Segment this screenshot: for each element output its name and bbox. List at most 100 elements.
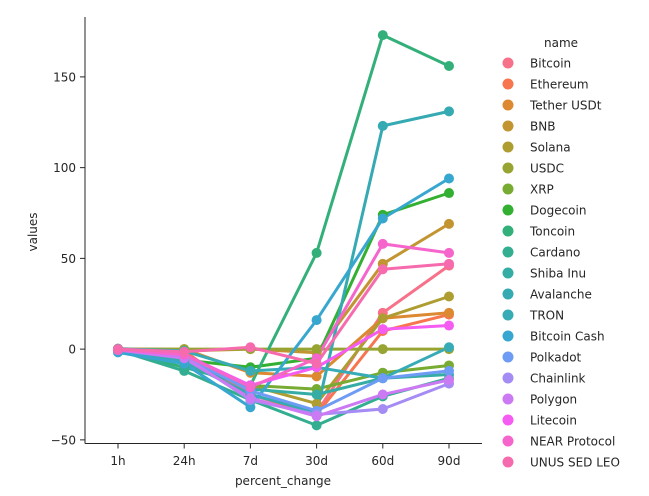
- legend-marker: [502, 372, 514, 384]
- legend-marker: [502, 288, 514, 300]
- data-point: [444, 258, 454, 269]
- x-tick-label: 7d: [243, 454, 258, 468]
- data-point: [377, 313, 388, 324]
- series-line: [116, 348, 451, 418]
- legend-marker: [502, 183, 514, 195]
- data-point: [245, 393, 256, 404]
- y-tick-label: −50: [51, 433, 76, 447]
- data-point: [113, 344, 123, 355]
- legend-marker: [502, 414, 514, 426]
- data-point: [444, 247, 454, 258]
- legend-entry: Bitcoin: [530, 57, 571, 71]
- legend-entry: Dogecoin: [530, 204, 586, 218]
- data-point: [444, 218, 454, 229]
- legend-marker: [502, 267, 514, 279]
- data-point: [311, 358, 322, 369]
- data-point: [377, 213, 388, 224]
- x-tick-label: 60d: [371, 454, 394, 468]
- y-tick-label: 100: [53, 161, 76, 175]
- legend-entry: Tether USDt: [529, 99, 602, 113]
- y-axis-label: values: [26, 212, 40, 251]
- data-point: [377, 30, 388, 41]
- legend-entry: UNUS SED LEO: [530, 456, 620, 470]
- legend-marker: [502, 435, 514, 447]
- legend-entry: Litecoin: [530, 414, 577, 428]
- data-point: [444, 188, 454, 199]
- y-tick-label: 150: [53, 70, 76, 84]
- data-point: [377, 373, 388, 384]
- legend-marker: [502, 162, 514, 174]
- data-point: [245, 365, 256, 376]
- data-point: [377, 324, 388, 335]
- y-tick-label: 0: [68, 343, 76, 357]
- legend-marker: [502, 309, 514, 321]
- legend-entry: TRON: [529, 309, 564, 323]
- legend-marker: [502, 225, 514, 237]
- data-point: [245, 402, 256, 413]
- series-line: [116, 177, 451, 409]
- data-point: [377, 344, 388, 355]
- legend-entry: Solana: [530, 141, 571, 155]
- legend-entry: Toncoin: [529, 225, 575, 239]
- series-points: [113, 30, 454, 431]
- legend-marker: [502, 141, 514, 153]
- legend-entry: Chainlink: [530, 372, 586, 386]
- data-point: [444, 106, 454, 117]
- x-axis-label: percent_change: [235, 474, 331, 488]
- legend-title: name: [544, 36, 578, 50]
- series-line: [116, 33, 451, 387]
- x-axis-ticks: 1h 24h 7d 30d 60d 90d: [110, 443, 461, 468]
- data-point: [444, 61, 454, 72]
- x-tick-label: 30d: [305, 454, 328, 468]
- data-point: [444, 342, 454, 353]
- legend-entry: Shiba Inu: [530, 267, 586, 281]
- data-point: [311, 371, 322, 382]
- legend-entry: Ethereum: [530, 78, 589, 92]
- series-line: [116, 262, 451, 366]
- data-point: [444, 320, 454, 331]
- series-line: [116, 191, 451, 369]
- y-tick-label: 50: [61, 252, 76, 266]
- data-point: [377, 264, 388, 275]
- data-point: [311, 398, 322, 409]
- x-tick-label: 24h: [173, 454, 196, 468]
- data-point: [377, 238, 388, 249]
- legend-entry: Polkadot: [530, 351, 582, 365]
- data-point: [444, 291, 454, 302]
- legend: name Bitcoin Ethereum Tether USDt BNB Solana…: [502, 36, 620, 470]
- series-line: [116, 109, 451, 415]
- legend-marker: [502, 351, 514, 363]
- data-point: [444, 365, 454, 376]
- x-tick-label: 90d: [438, 454, 461, 468]
- data-point: [444, 173, 454, 184]
- data-point: [311, 247, 322, 258]
- legend-entry: BNB: [530, 120, 555, 134]
- series-line: [116, 222, 451, 355]
- data-point: [311, 420, 322, 431]
- legend-marker: [502, 456, 514, 468]
- legend-entry: Avalanche: [530, 288, 592, 302]
- legend-entry: USDC: [530, 162, 564, 176]
- legend-entry: Polygon: [530, 393, 577, 407]
- series-line: [116, 242, 451, 389]
- legend-marker: [502, 78, 514, 90]
- data-point: [179, 365, 190, 376]
- data-point: [245, 342, 256, 353]
- data-point: [245, 382, 256, 393]
- data-point: [444, 307, 454, 318]
- data-point: [179, 346, 190, 357]
- legend-marker: [502, 204, 514, 216]
- legend-entry: XRP: [530, 183, 554, 197]
- legend-marker: [502, 57, 514, 69]
- legend-marker: [502, 330, 514, 342]
- data-point: [377, 120, 388, 131]
- data-point: [377, 404, 388, 415]
- data-point: [377, 389, 388, 400]
- legend-marker: [502, 99, 514, 111]
- legend-marker: [502, 246, 514, 258]
- data-point: [311, 411, 322, 422]
- series-lines: [116, 33, 451, 427]
- data-point: [444, 374, 454, 385]
- data-point: [311, 344, 322, 355]
